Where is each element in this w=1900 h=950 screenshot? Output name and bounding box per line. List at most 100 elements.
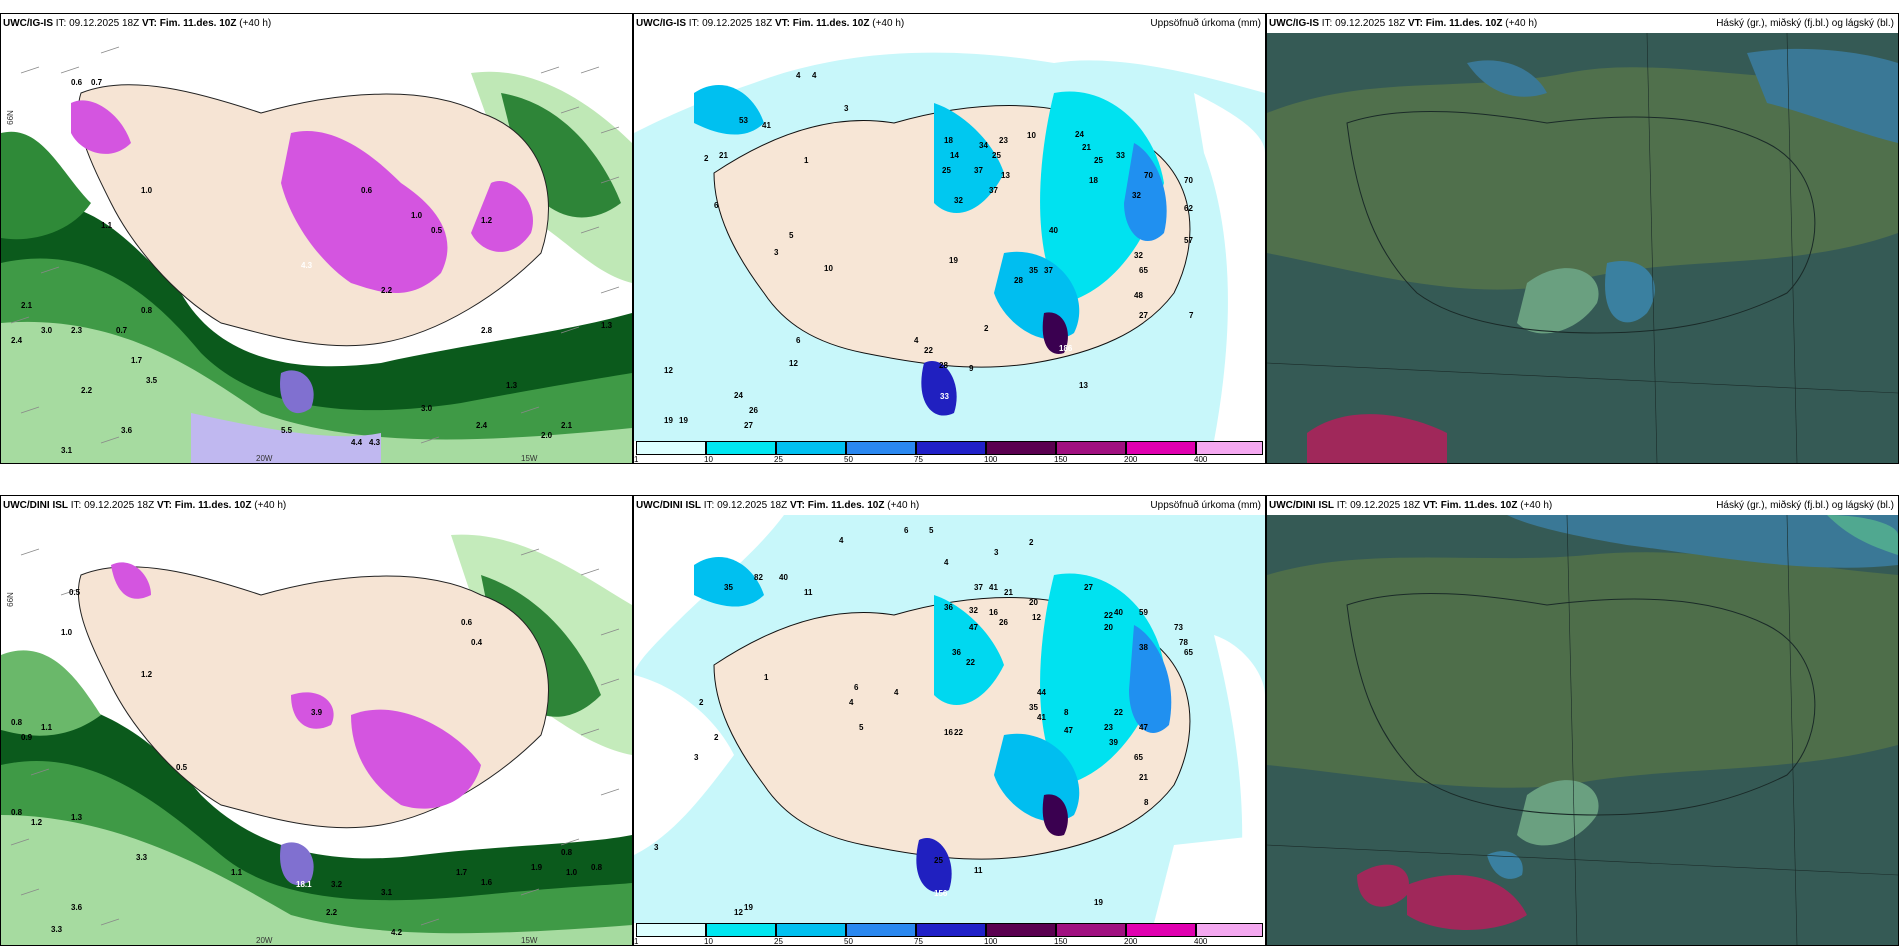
svg-text:19: 19: [1094, 898, 1103, 907]
svg-text:4: 4: [796, 71, 801, 80]
svg-text:12: 12: [789, 359, 798, 368]
svg-text:13: 13: [1079, 381, 1088, 390]
valid-time: Fim. 11.des. 10Z: [1440, 500, 1518, 511]
svg-text:34: 34: [979, 141, 988, 150]
svg-text:3.6: 3.6: [121, 426, 133, 435]
model-name: UWC/IG-IS: [636, 18, 686, 29]
svg-text:3.1: 3.1: [61, 446, 73, 455]
svg-text:3.9: 3.9: [311, 708, 323, 717]
lead-time: (+40 h): [887, 500, 920, 511]
svg-text:28: 28: [1014, 276, 1023, 285]
svg-text:0.5: 0.5: [176, 763, 188, 772]
init-time: IT: 09.12.2025 18Z: [1336, 500, 1421, 511]
wind-panel-row2: UWC/DINI ISL IT: 09.12.2025 18Z VT: Fim.…: [0, 495, 633, 946]
svg-text:1.0: 1.0: [411, 211, 423, 220]
valid-time: Fim. 11.des. 10Z: [174, 500, 252, 511]
model-name: UWC/DINI ISL: [1269, 500, 1334, 511]
valid-label: VT:: [1407, 18, 1423, 29]
svg-text:2: 2: [714, 733, 719, 742]
axis-label-lon-20w: 20W: [256, 454, 273, 463]
svg-text:0.8: 0.8: [591, 863, 603, 872]
svg-text:41: 41: [989, 583, 998, 592]
colorbar-label: 75: [914, 455, 923, 464]
svg-text:26: 26: [999, 618, 1008, 627]
svg-text:4: 4: [944, 558, 949, 567]
svg-text:4: 4: [914, 336, 919, 345]
svg-text:1.0: 1.0: [566, 868, 578, 877]
cloud-panel-header: UWC/IG-IS IT: 09.12.2025 18Z VT: Fim. 11…: [1267, 14, 1898, 33]
svg-text:25: 25: [992, 151, 1001, 160]
valid-time: Fim. 11.des. 10Z: [1425, 18, 1503, 29]
svg-text:8: 8: [1144, 798, 1149, 807]
svg-text:2: 2: [704, 154, 709, 163]
svg-text:16: 16: [944, 728, 953, 737]
wind-map: 0.6 0.7 1.0 1.1 2.1 2.4 3.0 2.3 0.8 0.7 1.7 3.5 …: [1, 33, 632, 463]
colorbar-label: 1: [634, 455, 639, 464]
svg-text:0.9: 0.9: [21, 733, 33, 742]
svg-text:37: 37: [989, 186, 998, 195]
svg-text:38: 38: [1139, 643, 1148, 652]
precip-panel-row1: UWC/IG-IS IT: 09.12.2025 18Z VT: Fim. 11…: [633, 13, 1266, 464]
valid-time: Fim. 11.des. 10Z: [807, 500, 885, 511]
svg-text:3.3: 3.3: [136, 853, 148, 862]
svg-text:32: 32: [954, 196, 963, 205]
svg-text:186: 186: [1059, 344, 1073, 353]
svg-text:0.7: 0.7: [116, 326, 128, 335]
colorbar-cell: [1056, 923, 1126, 937]
svg-text:59: 59: [1139, 608, 1148, 617]
svg-text:24: 24: [734, 391, 743, 400]
axis-label-lon-20w: 20W: [256, 936, 273, 945]
svg-text:40: 40: [779, 573, 788, 582]
svg-text:3.3: 3.3: [51, 925, 63, 934]
colorbar-cell: [916, 923, 986, 937]
lead-time: (+40 h): [1520, 500, 1553, 511]
svg-text:0.7: 0.7: [91, 78, 103, 87]
svg-text:41: 41: [1037, 713, 1046, 722]
svg-text:1.1: 1.1: [41, 723, 53, 732]
valid-label: VT:: [141, 18, 157, 29]
svg-text:1.2: 1.2: [141, 670, 153, 679]
colorbar-cell: [1126, 441, 1196, 455]
svg-text:2.2: 2.2: [326, 908, 338, 917]
svg-text:18: 18: [944, 136, 953, 145]
colorbar-label: 25: [774, 455, 783, 464]
svg-text:33: 33: [940, 392, 949, 401]
init-time: IT: 09.12.2025 18Z: [1321, 18, 1406, 29]
svg-text:3.0: 3.0: [421, 404, 433, 413]
svg-text:1.2: 1.2: [31, 818, 43, 827]
svg-text:21: 21: [1139, 773, 1148, 782]
svg-text:73: 73: [1174, 623, 1183, 632]
svg-text:1.0: 1.0: [61, 628, 73, 637]
svg-text:21: 21: [1004, 588, 1013, 597]
svg-text:2.4: 2.4: [476, 421, 488, 430]
svg-text:0.8: 0.8: [11, 808, 23, 817]
svg-text:19: 19: [949, 256, 958, 265]
axis-label-lon-15w: 15W: [521, 454, 538, 463]
svg-text:21: 21: [1082, 143, 1091, 152]
precip-title: Uppsöfnuð úrkoma (mm): [1150, 500, 1261, 511]
svg-text:0.6: 0.6: [361, 186, 373, 195]
svg-text:18.1: 18.1: [296, 880, 312, 889]
colorbar-cell: [1196, 923, 1263, 937]
svg-text:25: 25: [1094, 156, 1103, 165]
colorbar-label: 50: [844, 455, 853, 464]
wind-panel-header: UWC/IG-IS IT: 09.12.2025 18Z VT: Fim. 11…: [1, 14, 632, 33]
svg-text:65: 65: [1139, 266, 1148, 275]
svg-text:6: 6: [854, 683, 859, 692]
svg-text:0.4: 0.4: [471, 638, 483, 647]
svg-text:18: 18: [1089, 176, 1098, 185]
svg-text:1.7: 1.7: [131, 356, 143, 365]
svg-text:40: 40: [1049, 226, 1058, 235]
precip-colorbar: 1 10 25 50 75 100 150 200 400: [634, 441, 1265, 463]
svg-text:8: 8: [1064, 708, 1069, 717]
cloud-panel-row2: UWC/DINI ISL IT: 09.12.2025 18Z VT: Fim.…: [1266, 495, 1899, 946]
colorbar-cell: [706, 923, 776, 937]
svg-text:24: 24: [1075, 130, 1084, 139]
svg-text:23: 23: [999, 136, 1008, 145]
svg-text:6: 6: [714, 201, 719, 210]
init-time: IT: 09.12.2025 18Z: [703, 500, 788, 511]
svg-text:82: 82: [754, 573, 763, 582]
svg-text:2.8: 2.8: [481, 326, 493, 335]
svg-text:36: 36: [944, 603, 953, 612]
svg-text:1.9: 1.9: [531, 863, 543, 872]
